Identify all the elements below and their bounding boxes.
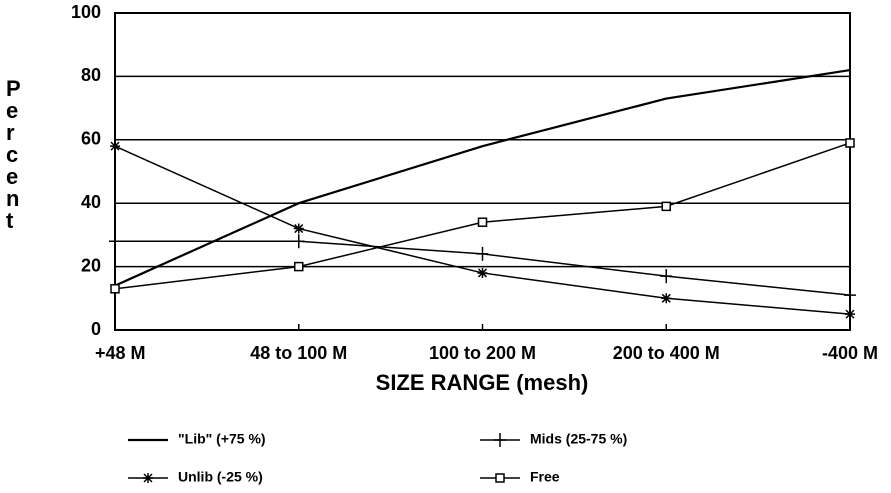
y-tick-label: 100 [71,2,101,22]
x-tick-label: 48 to 100 M [250,343,347,363]
marker-star [477,267,488,278]
y-tick-label: 60 [81,129,101,149]
y-tick-label: 40 [81,192,101,212]
legend-label: Mids (25-75 %) [530,431,627,447]
series-line [114,145,851,315]
marker-plus [292,234,305,249]
y-tick-label: 0 [91,319,101,339]
marker-star [110,141,120,152]
x-tick-label: +48 M [95,343,146,363]
x-tick-label: -400 M [822,343,878,363]
y-tick-label: 20 [81,255,101,275]
marker-star [143,473,153,483]
marker-star [661,293,672,304]
legend-label: "Lib" (+75 %) [178,431,266,447]
marker-square [495,473,505,483]
marker-square [477,217,488,227]
marker-square [661,201,671,212]
marker-plus [476,246,489,261]
plot-frame [114,12,851,331]
marker-star [293,223,304,234]
x-tick-label: 100 to 200 M [429,343,536,363]
marker-square [845,138,855,148]
y-axis-label: Percent [6,76,21,233]
marker-plus [494,433,506,447]
x-tick-label: 200 to 400 M [613,343,720,363]
legend-label: Free [530,469,560,485]
marker-plus [109,234,121,249]
x-axis-label: SIZE RANGE (mesh) [376,370,589,395]
marker-star [845,309,855,320]
series-line [114,68,851,287]
marker-square [294,261,304,272]
marker-plus [844,288,856,303]
marker-square [110,284,120,294]
legend-label: Unlib (-25 %) [178,469,263,485]
marker-plus [660,269,673,284]
y-tick-label: 80 [81,65,101,85]
